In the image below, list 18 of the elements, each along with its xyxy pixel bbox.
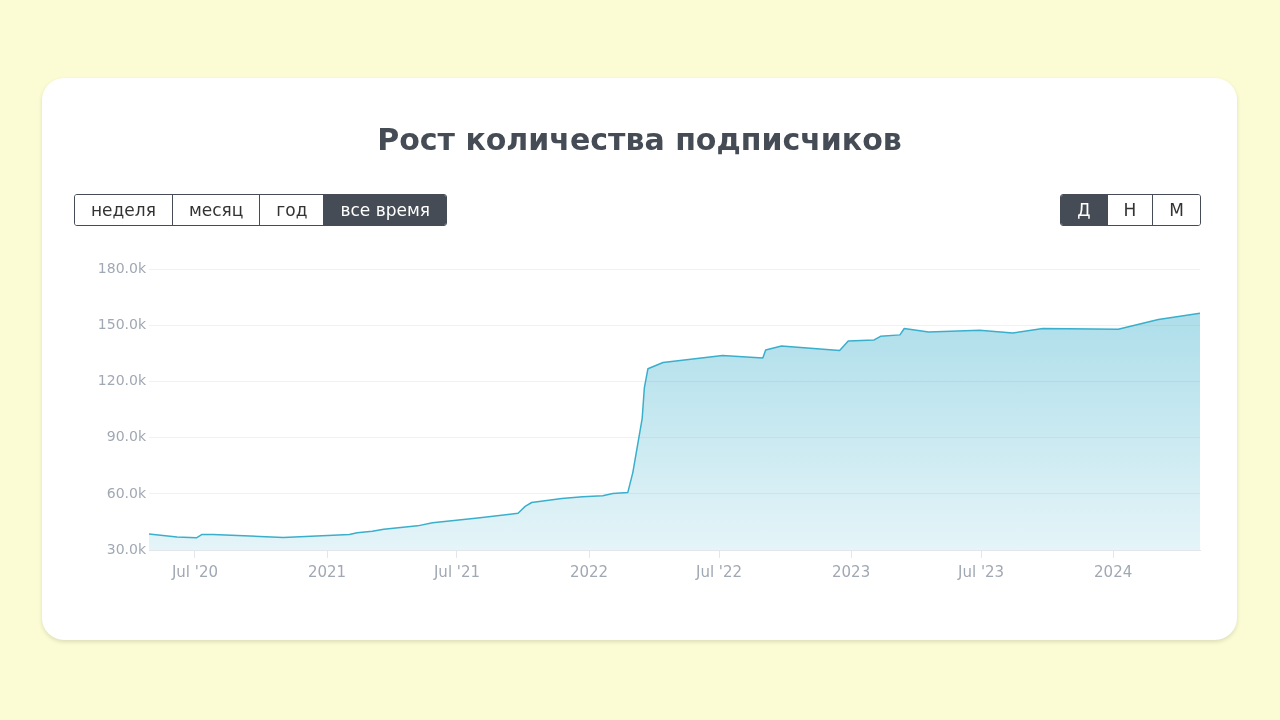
- x-tick-label: 2023: [832, 562, 871, 581]
- y-tick-label: 150.0k: [97, 316, 147, 333]
- y-tick-label: 30.0k: [106, 540, 147, 557]
- y-tick-label: 90.0k: [106, 428, 147, 445]
- chart-title: Рост количества подписчиков: [376, 122, 903, 157]
- y-tick-label: 120.0k: [97, 372, 147, 389]
- toggle-button[interactable]: Д: [1061, 195, 1107, 225]
- x-tick-label: Jul '23: [957, 562, 1005, 581]
- y-tick-label: 180.0k: [97, 260, 147, 277]
- x-tick-label: Jul '20: [170, 562, 218, 581]
- y-tick-label: 60.0k: [106, 484, 147, 501]
- x-tick-label: Jul '22: [694, 562, 743, 581]
- x-tick-label: 2021: [307, 562, 347, 581]
- x-tick-label: Jul '21: [432, 562, 481, 581]
- toggle-button[interactable]: М: [1152, 195, 1200, 225]
- x-tick-label: 2024: [1094, 562, 1133, 581]
- toggle-button[interactable]: все время: [323, 195, 446, 225]
- x-tick-label: 2022: [569, 562, 609, 581]
